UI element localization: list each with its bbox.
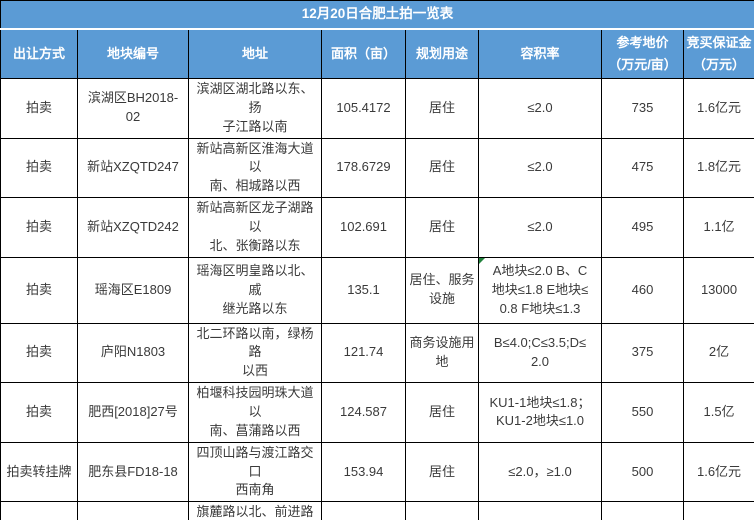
cell-area: 102.691 xyxy=(321,197,406,258)
cell-plot-no: 滨湖区BH2018- 02 xyxy=(77,78,189,139)
cell-use: 居住用地; xyxy=(405,501,479,520)
cell-method: 拍卖 xyxy=(0,78,78,139)
cell-method: 拍卖 xyxy=(0,322,78,384)
cell-plot-no: 瑶海区E1809 xyxy=(77,256,189,324)
cell-far: ≤2.0 xyxy=(478,137,602,199)
col-header-use: 规划用途 xyxy=(405,28,479,79)
cell-area: 121.74 xyxy=(321,322,406,384)
cell-ref-price: 475 xyxy=(601,137,684,199)
cell-address: 北二环路以南，绿杨路 以西 xyxy=(188,322,322,384)
col-header-method: 出让方式 xyxy=(0,28,78,79)
table-row: 拍卖 新站XZQTD242 新站高新区龙子湖路以 北、张衡路以东 102.691 居住 ≤… xyxy=(0,197,754,258)
cell-area: 178.6729 xyxy=(321,137,406,199)
table-title: 12月20日合肥土拍一览表 xyxy=(0,0,754,30)
table-row: 拍卖转挂牌巢湖市2017-29号旗麓路以北、前进路以 东101.91居住用地;≤… xyxy=(0,501,754,520)
cell-area: 153.94 xyxy=(321,441,406,503)
cell-address: 柏堰科技园明珠大道以 南、菖蒲路以西 xyxy=(188,382,322,443)
table-row: 拍卖 肥西[2018]27号 柏堰科技园明珠大道以 南、菖蒲路以西 124.587 居住… xyxy=(0,382,754,443)
cell-method: 拍卖 xyxy=(0,197,78,258)
cell-ref-price: 375 xyxy=(601,322,684,384)
cell-address: 旗麓路以北、前进路以 东 xyxy=(188,501,322,520)
cell-ref-price: 460 xyxy=(601,256,684,324)
cell-area: 105.4172 xyxy=(321,78,406,139)
rows-container: 拍卖 滨湖区BH2018- 02 滨湖区湖北路以东、扬 子江路以南 105.4172 居… xyxy=(0,78,754,520)
cell-method: 拍卖转挂牌 xyxy=(0,441,78,503)
cell-method: 拍卖 xyxy=(0,256,78,324)
cell-deposit: 5000万元 xyxy=(682,501,754,520)
cell-address: 新站高新区龙子湖路以 北、张衡路以东 xyxy=(188,197,322,258)
table-row: 拍卖转挂牌 肥东县FD18-18 四顶山路与渡江路交口 西南角 153.94 居住 ≤2.… xyxy=(0,441,754,503)
cell-deposit: 1.8亿元 xyxy=(682,137,754,199)
col-header-address: 地址 xyxy=(188,28,322,79)
cell-deposit: 1.5亿 xyxy=(682,382,754,443)
cell-method: 拍卖 xyxy=(0,382,78,443)
cell-ref-price: 550 xyxy=(601,382,684,443)
cell-deposit: 1.6亿元 xyxy=(682,441,754,503)
cell-far: A地块≤2.0 B、C 地块≤1.8 E地块≤ 0.8 F地块≤1.3 xyxy=(478,256,602,324)
cell-far: ≤2.0，≥1.0 xyxy=(478,441,602,503)
cell-use: 居住、服务 设施 xyxy=(405,256,479,324)
cell-plot-no: 巢湖市2017-29号 xyxy=(77,501,189,520)
table-row: 拍卖 瑶海区E1809 瑶海区明皇路以北、戚 继光路以东 135.1 居住、服务 设施 A… xyxy=(0,256,754,324)
cell-address: 四顶山路与渡江路交口 西南角 xyxy=(188,441,322,503)
cell-ref-price: 240 xyxy=(601,501,684,520)
cell-method: 拍卖 xyxy=(0,137,78,199)
cell-address: 新站高新区淮海大道以 南、相城路以西 xyxy=(188,137,322,199)
cell-ref-price: 735 xyxy=(601,78,684,139)
cell-deposit: 2亿 xyxy=(682,322,754,384)
table-row: 拍卖 新站XZQTD247 新站高新区淮海大道以 南、相城路以西 178.6729 居住… xyxy=(0,137,754,199)
cell-address: 瑶海区明皇路以北、戚 继光路以东 xyxy=(188,256,322,324)
table-row: 拍卖 滨湖区BH2018- 02 滨湖区湖北路以东、扬 子江路以南 105.4172 居… xyxy=(0,78,754,139)
cell-far: ≤1.6 xyxy=(478,501,602,520)
cell-ref-price: 495 xyxy=(601,197,684,258)
cell-use: 居住 xyxy=(405,441,479,503)
cell-far: ≤2.0 xyxy=(478,78,602,139)
table-row: 拍卖 庐阳N1803 北二环路以南，绿杨路 以西 121.74 商务设施用 地 B≤4.0… xyxy=(0,322,754,384)
cell-plot-no: 肥东县FD18-18 xyxy=(77,441,189,503)
cell-use: 居住 xyxy=(405,382,479,443)
cell-address: 滨湖区湖北路以东、扬 子江路以南 xyxy=(188,78,322,139)
col-header-far: 容积率 xyxy=(478,28,602,79)
cell-use: 居住 xyxy=(405,137,479,199)
header-row: 出让方式 地块编号 地址 面积（亩） 规划用途 容积率 参考地价 （万元/亩） … xyxy=(0,28,754,79)
cell-area: 135.1 xyxy=(321,256,406,324)
col-header-deposit: 竞买保证金 （万元） xyxy=(682,28,754,79)
col-header-area: 面积（亩） xyxy=(321,28,406,79)
col-header-plot-no: 地块编号 xyxy=(77,28,189,79)
cell-deposit: 13000 xyxy=(682,256,754,324)
cell-area: 101.91 xyxy=(321,501,406,520)
cell-far: B≤4.0;C≤3.5;D≤ 2.0 xyxy=(478,322,602,384)
cell-use: 居住 xyxy=(405,78,479,139)
cell-far: ≤2.0 xyxy=(478,197,602,258)
cell-plot-no: 肥西[2018]27号 xyxy=(77,382,189,443)
cell-far: KU1-1地块≤1.8； KU1-2地块≤1.0 xyxy=(478,382,602,443)
cell-use: 商务设施用 地 xyxy=(405,322,479,384)
cell-plot-no: 新站XZQTD247 xyxy=(77,137,189,199)
cell-deposit: 1.1亿 xyxy=(682,197,754,258)
title-row: 12月20日合肥土拍一览表 xyxy=(0,0,754,30)
cell-area: 124.587 xyxy=(321,382,406,443)
cell-method: 拍卖转挂牌 xyxy=(0,501,78,520)
comment-marker-triangle-icon xyxy=(479,258,485,264)
cell-plot-no: 新站XZQTD242 xyxy=(77,197,189,258)
cell-use: 居住 xyxy=(405,197,479,258)
cell-ref-price: 500 xyxy=(601,441,684,503)
cell-deposit: 1.6亿元 xyxy=(682,78,754,139)
cell-plot-no: 庐阳N1803 xyxy=(77,322,189,384)
col-header-ref-price: 参考地价 （万元/亩） xyxy=(601,28,684,79)
